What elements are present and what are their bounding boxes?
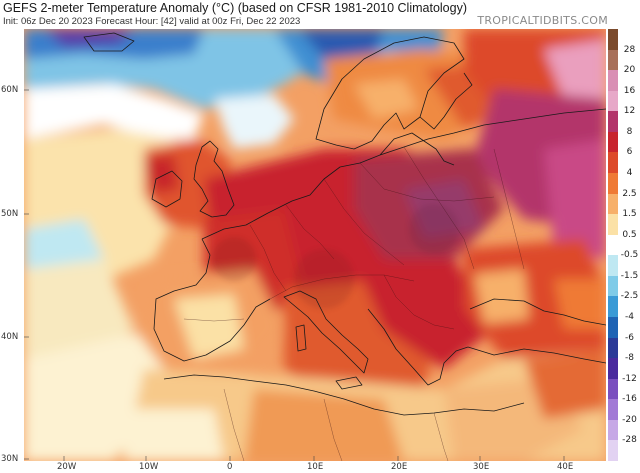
colorbar-label: -1.5 xyxy=(620,270,639,281)
colorbar-swatch xyxy=(608,49,618,71)
colorbar-label: -20 xyxy=(622,414,637,425)
colorbar-swatch xyxy=(608,419,618,441)
colorbar-swatch xyxy=(608,337,618,359)
lon-label-20e: 20E xyxy=(391,462,408,472)
colorbar-swatch xyxy=(608,173,618,195)
colorbar-label: -2.5 xyxy=(620,291,639,302)
anomaly-map xyxy=(24,29,606,461)
lat-label-50n: 50N xyxy=(1,209,19,219)
grid-ticks xyxy=(24,89,565,461)
lon-label-40e: 40E xyxy=(557,462,574,472)
colorbar-swatch xyxy=(608,378,618,400)
colorbar-label: -8 xyxy=(625,353,634,364)
colorbar-swatch xyxy=(608,90,618,112)
brand-watermark: TROPICALTIDBITS.COM xyxy=(477,14,608,27)
colorbar-swatch xyxy=(608,234,618,256)
colorbar-label: 8 xyxy=(626,126,633,137)
colorbar-label: 12 xyxy=(623,106,636,117)
colorbar-label: -4 xyxy=(625,312,634,322)
colorbar-label: -6 xyxy=(625,332,634,343)
colorbar-label: -28 xyxy=(622,435,637,446)
colorbar-swatch xyxy=(608,29,618,51)
colorbar: 28 20 16 12 8 6 4 2.5 1.5 0.5 -0.5 -1.5 -2.5 -4 -6 -8 -1… xyxy=(608,29,640,462)
country-borders xyxy=(183,146,525,461)
colorbar-swatch xyxy=(608,440,618,462)
colorbar-label: 4 xyxy=(626,168,633,178)
colorbar-label: 20 xyxy=(623,65,636,76)
lat-label-30n: 30N xyxy=(1,454,19,464)
colorbar-swatch xyxy=(608,152,618,174)
colorbar-label: -0.5 xyxy=(620,250,639,261)
colorbar-swatch xyxy=(608,193,618,215)
terrain-overlay xyxy=(212,204,459,309)
lon-label-10w: 10W xyxy=(139,462,159,472)
colorbar-label: 16 xyxy=(623,85,636,96)
lat-label-60n: 60N xyxy=(1,85,19,95)
colorbar-swatch xyxy=(608,111,618,133)
colorbar-label: -16 xyxy=(622,394,637,405)
map-subtitle: Init: 06z Dec 20 2023 Forecast Hour: [42… xyxy=(3,16,301,27)
colorbar-swatch xyxy=(608,317,618,339)
colorbar-swatch xyxy=(608,70,618,92)
colorbar-swatch xyxy=(608,399,618,421)
lon-label-20w: 20W xyxy=(57,462,77,472)
colorbar-swatch xyxy=(608,214,618,236)
header: GEFS 2-meter Temperature Anomaly (°C) (b… xyxy=(0,0,640,29)
colorbar-label: 2.5 xyxy=(622,188,637,199)
lon-label-0: 0 xyxy=(227,462,233,472)
colorbar-swatch xyxy=(608,131,618,153)
colorbar-swatch xyxy=(608,255,618,277)
lon-label-10e: 10E xyxy=(307,462,324,472)
colorbar-swatch xyxy=(608,275,618,297)
colorbar-label: 1.5 xyxy=(622,209,637,220)
anomaly-fill xyxy=(24,29,606,461)
colorbar-label: 6 xyxy=(626,147,633,158)
colorbar-label: -12 xyxy=(622,373,637,384)
colorbar-swatch xyxy=(608,296,618,318)
map-title: GEFS 2-meter Temperature Anomaly (°C) (b… xyxy=(3,1,467,15)
lat-label-40n: 40N xyxy=(1,332,19,342)
lon-label-30e: 30E xyxy=(473,462,490,472)
colorbar-swatch xyxy=(608,358,618,380)
colorbar-label: 0.5 xyxy=(622,229,637,240)
colorbar-label: 28 xyxy=(623,44,636,55)
